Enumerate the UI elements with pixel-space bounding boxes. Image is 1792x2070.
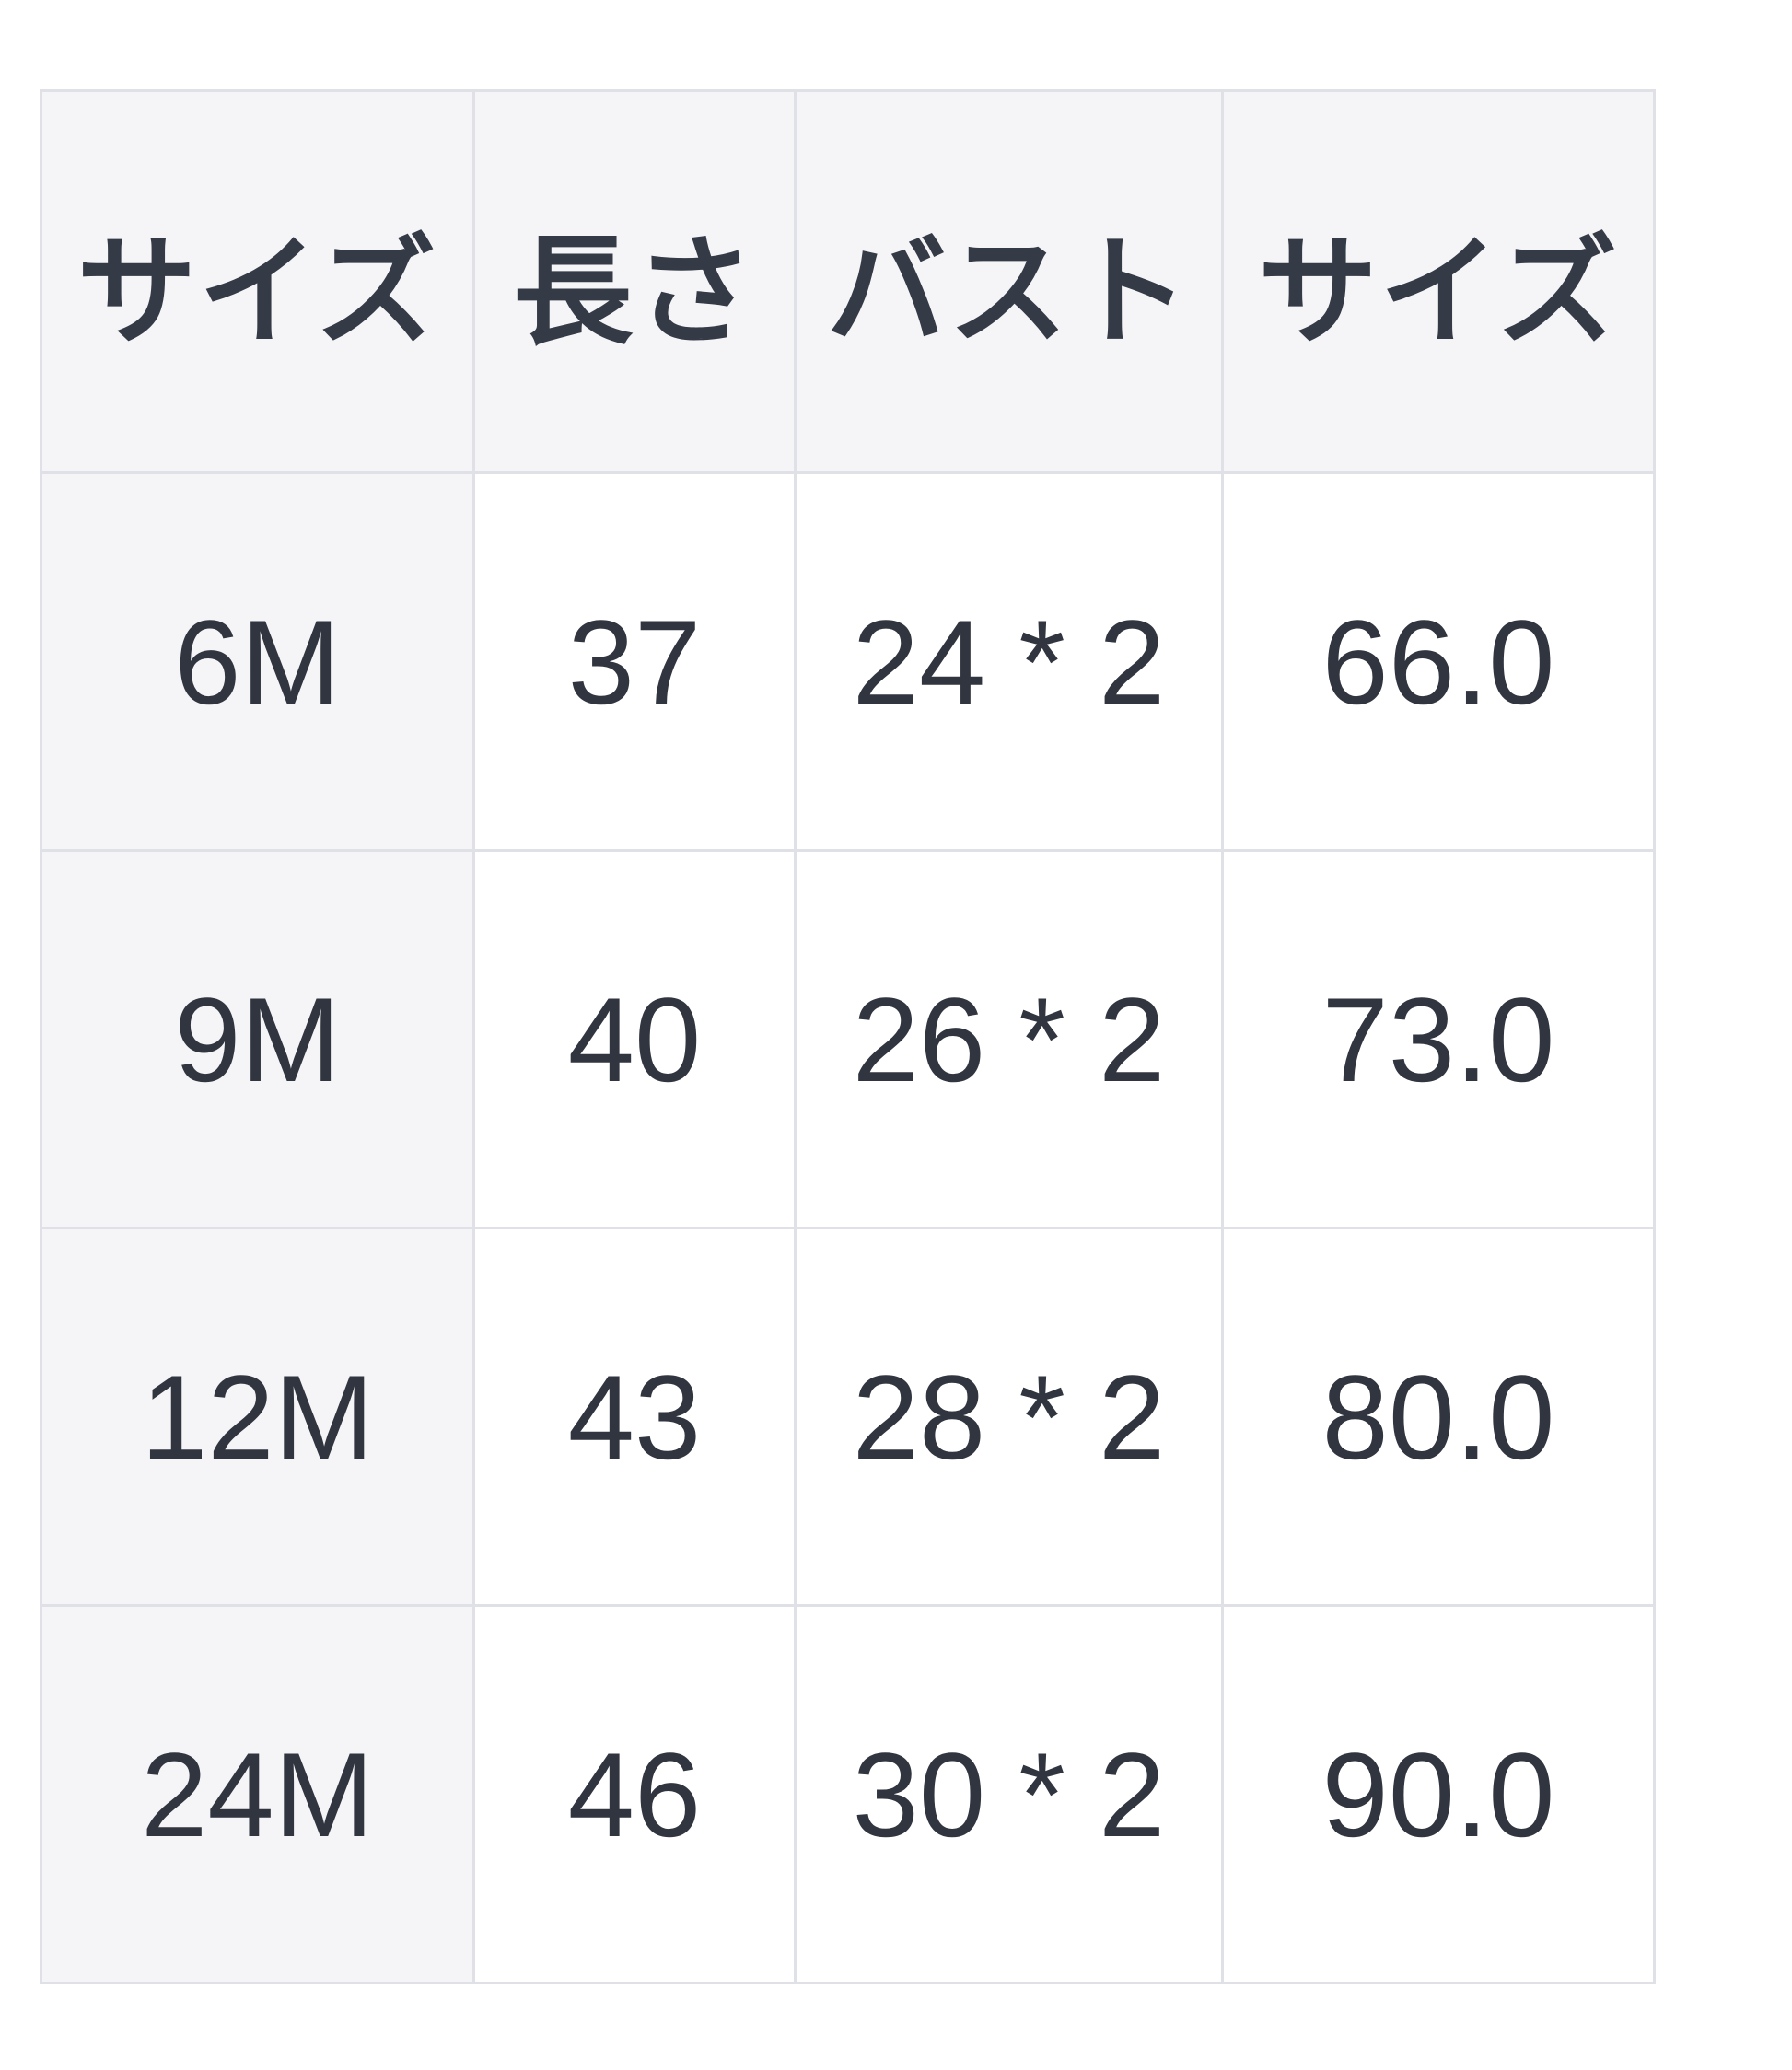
cell-size-value: 80.0: [1221, 1227, 1656, 1607]
size-chart-container: サイズ 長さ バスト サイズ 6M 37 24 * 2 66.0 9M 40 2…: [40, 89, 1656, 1984]
cell-length-value: 40: [472, 849, 797, 1229]
header-row: サイズ 長さ バスト サイズ: [40, 89, 1656, 474]
cell-bust-value: 30 * 2: [794, 1604, 1224, 1984]
size-chart-body: 6M 37 24 * 2 66.0 9M 40 26 * 2 73.0 12M …: [40, 471, 1656, 1984]
cell-length-value: 43: [472, 1227, 797, 1607]
table-row: 9M 40 26 * 2 73.0: [40, 849, 1656, 1229]
table-row: 6M 37 24 * 2 66.0: [40, 471, 1656, 852]
cell-length-value: 46: [472, 1604, 797, 1984]
table-row: 12M 43 28 * 2 80.0: [40, 1227, 1656, 1607]
size-chart-header: サイズ 長さ バスト サイズ: [40, 89, 1656, 474]
cell-size-value: 66.0: [1221, 471, 1656, 852]
header-cell-length: 長さ: [472, 89, 797, 474]
cell-size-label: 9M: [40, 849, 475, 1229]
cell-bust-value: 26 * 2: [794, 849, 1224, 1229]
cell-size-label: 6M: [40, 471, 475, 852]
cell-size-value: 90.0: [1221, 1604, 1656, 1984]
cell-size-label: 24M: [40, 1604, 475, 1984]
cell-bust-value: 24 * 2: [794, 471, 1224, 852]
header-cell-size-cm: サイズ: [1221, 89, 1656, 474]
header-cell-size: サイズ: [40, 89, 475, 474]
cell-length-value: 37: [472, 471, 797, 852]
table-row: 24M 46 30 * 2 90.0: [40, 1604, 1656, 1984]
cell-size-value: 73.0: [1221, 849, 1656, 1229]
cell-bust-value: 28 * 2: [794, 1227, 1224, 1607]
cell-size-label: 12M: [40, 1227, 475, 1607]
header-cell-bust: バスト: [794, 89, 1224, 474]
size-chart-table: サイズ 長さ バスト サイズ 6M 37 24 * 2 66.0 9M 40 2…: [40, 89, 1656, 1984]
